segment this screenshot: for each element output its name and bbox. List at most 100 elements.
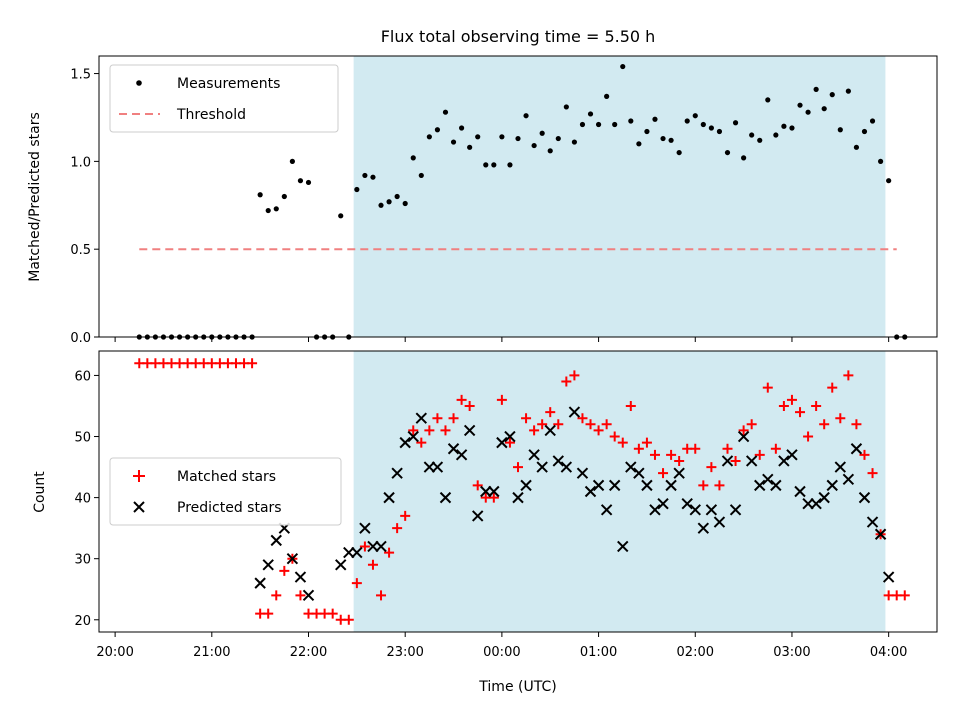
measurement-point bbox=[563, 104, 569, 110]
measurement-point bbox=[652, 116, 658, 122]
predicted-star-point bbox=[528, 449, 540, 461]
matched-star-point bbox=[827, 382, 838, 393]
predicted-star-point bbox=[375, 540, 387, 553]
matched-star-point bbox=[247, 358, 258, 369]
predicted-star-point bbox=[351, 546, 363, 559]
matched-star-point bbox=[690, 443, 701, 454]
predicted-star-point bbox=[810, 498, 822, 510]
y-tick-label: 60 bbox=[74, 369, 91, 384]
measurement-point bbox=[886, 178, 892, 184]
predicted-star-point bbox=[794, 485, 806, 498]
y-tick-label: 50 bbox=[74, 431, 91, 446]
measurement-point bbox=[426, 134, 432, 140]
measurement-point bbox=[491, 162, 497, 168]
predicted-star-points bbox=[254, 406, 895, 602]
predicted-star-point bbox=[391, 467, 403, 479]
predicted-star-point bbox=[262, 559, 274, 571]
matched-star-point bbox=[359, 541, 370, 552]
predicted-star-point bbox=[641, 479, 653, 492]
measurement-point bbox=[595, 121, 602, 128]
predicted-star-point bbox=[858, 491, 871, 504]
measurement-point bbox=[555, 135, 561, 142]
matched-star-point bbox=[295, 590, 306, 601]
top-panel: 0.0 0.5 1.0 1.5 Flux total observing time =… bbox=[27, 27, 938, 346]
measurement-point bbox=[724, 149, 731, 156]
measurement-point bbox=[378, 202, 384, 208]
predicted-star-point bbox=[439, 491, 452, 504]
matched-star-point bbox=[738, 425, 749, 436]
legend-matched-marker bbox=[133, 470, 145, 482]
predicted-star-point bbox=[834, 461, 847, 473]
matched-star-point bbox=[392, 523, 403, 534]
predicted-star-point bbox=[496, 436, 508, 449]
matched-star-point bbox=[384, 547, 395, 558]
measurement-point bbox=[370, 174, 376, 180]
measurement-point bbox=[604, 93, 610, 99]
measurement-point bbox=[539, 130, 545, 136]
predicted-star-point bbox=[294, 571, 307, 583]
matched-star-point bbox=[593, 425, 604, 436]
predicted-star-point bbox=[383, 491, 395, 504]
measurement-point bbox=[281, 193, 287, 200]
measurement-point bbox=[386, 199, 392, 205]
measurement-point bbox=[434, 127, 441, 133]
y-tick-label: 1.5 bbox=[70, 68, 91, 83]
predicted-star-point bbox=[455, 449, 468, 461]
measurement-point bbox=[273, 206, 279, 212]
predicted-star-point bbox=[826, 479, 838, 492]
matched-star-point bbox=[714, 480, 725, 491]
predicted-star-point bbox=[689, 504, 701, 516]
measurement-points bbox=[136, 63, 908, 340]
matched-star-point bbox=[859, 449, 870, 460]
predicted-star-point bbox=[544, 424, 556, 437]
measurement-point bbox=[813, 86, 819, 92]
predicted-star-point bbox=[463, 424, 476, 437]
y-tick-label: 30 bbox=[74, 553, 91, 568]
x-tick-label: 00:00 bbox=[483, 645, 520, 660]
measurement-point bbox=[547, 148, 553, 154]
measurement-point bbox=[636, 141, 642, 147]
measurement-point bbox=[442, 109, 449, 115]
predicted-star-point bbox=[745, 455, 758, 467]
measurement-point bbox=[507, 162, 513, 168]
x-tick-label: 23:00 bbox=[386, 645, 423, 660]
measurement-point bbox=[757, 137, 763, 143]
measurement-point bbox=[692, 113, 698, 119]
measurement-point bbox=[475, 134, 481, 140]
top-observing-window-shade bbox=[353, 56, 886, 337]
y-tick-label: 20 bbox=[74, 614, 91, 629]
predicted-star-point bbox=[874, 528, 887, 540]
legend-threshold-label: Threshold bbox=[176, 107, 246, 123]
matched-star-point bbox=[754, 449, 765, 460]
predicted-star-point bbox=[270, 534, 282, 547]
measurement-point bbox=[257, 192, 263, 198]
matched-star-point bbox=[803, 431, 814, 442]
x-tick-label: 04:00 bbox=[870, 645, 907, 660]
predicted-star-point bbox=[359, 522, 371, 534]
predicted-star-point bbox=[600, 504, 613, 516]
matched-star-points bbox=[134, 358, 910, 625]
chart-title: Flux total observing time = 5.50 h bbox=[381, 27, 656, 46]
measurement-point bbox=[531, 142, 537, 149]
measurement-point bbox=[289, 158, 295, 164]
measurement-point bbox=[708, 125, 714, 131]
predicted-star-point bbox=[335, 559, 347, 571]
bottom-legend: Matched stars Predicted stars bbox=[109, 457, 342, 526]
measurement-point bbox=[338, 213, 344, 219]
bottom-panel: 20 30 40 50 60 20:00 21:00 22:00 23:00 00:00 01:0… bbox=[32, 350, 938, 695]
measurement-point bbox=[749, 132, 755, 138]
measurement-point bbox=[297, 178, 304, 184]
matched-star-point bbox=[569, 370, 580, 381]
matched-star-point bbox=[795, 407, 806, 418]
matched-star-point bbox=[424, 425, 435, 436]
predicted-star-point bbox=[713, 516, 726, 528]
measurement-point bbox=[523, 113, 529, 119]
matched-star-point bbox=[263, 608, 274, 619]
measurement-point bbox=[628, 118, 634, 124]
legend-measurements-label: Measurements bbox=[177, 76, 280, 92]
predicted-star-point bbox=[665, 479, 677, 492]
predicted-star-point bbox=[617, 540, 629, 553]
predicted-star-point bbox=[560, 461, 573, 473]
matched-star-point bbox=[786, 394, 797, 405]
